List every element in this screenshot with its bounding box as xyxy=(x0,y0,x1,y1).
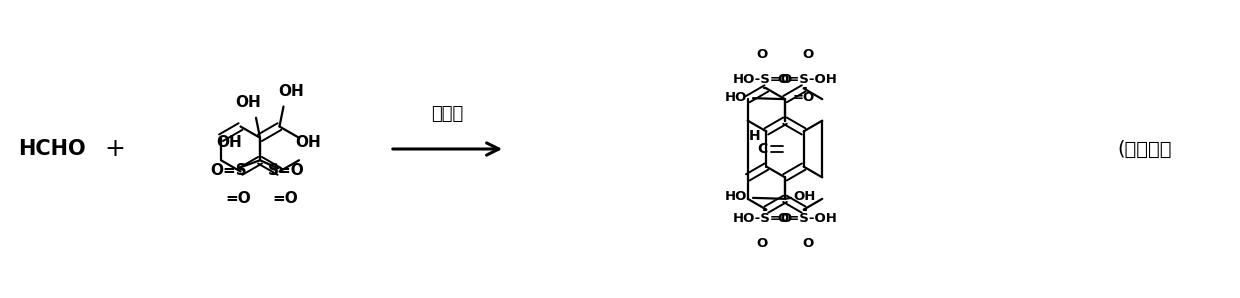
Text: S=O: S=O xyxy=(268,163,305,178)
Text: O: O xyxy=(756,48,768,61)
Text: O: O xyxy=(802,237,813,250)
Text: 浓确酸: 浓确酸 xyxy=(432,105,464,123)
Text: C: C xyxy=(756,142,768,156)
Text: =O: =O xyxy=(224,191,250,206)
Text: HO-S=O: HO-S=O xyxy=(733,212,792,225)
Text: O=S: O=S xyxy=(210,163,247,178)
Text: HCHO: HCHO xyxy=(19,139,86,159)
Text: =O: =O xyxy=(272,191,298,206)
Text: HO-S=O: HO-S=O xyxy=(733,73,792,86)
Text: H: H xyxy=(748,129,760,143)
Text: O: O xyxy=(756,237,768,250)
Text: HO: HO xyxy=(724,91,746,104)
Text: OH: OH xyxy=(216,135,242,150)
Text: OH: OH xyxy=(236,95,260,110)
Text: (紫堇色）: (紫堇色） xyxy=(1117,139,1172,159)
Text: +: + xyxy=(104,137,125,161)
Text: O=S-OH: O=S-OH xyxy=(777,212,837,225)
Text: OH: OH xyxy=(279,83,304,99)
Text: O=S-OH: O=S-OH xyxy=(777,73,837,86)
Text: HO: HO xyxy=(724,190,746,203)
Text: O: O xyxy=(802,48,813,61)
Text: =O: =O xyxy=(794,91,815,104)
Text: OH: OH xyxy=(794,190,816,203)
Text: OH: OH xyxy=(295,135,321,150)
